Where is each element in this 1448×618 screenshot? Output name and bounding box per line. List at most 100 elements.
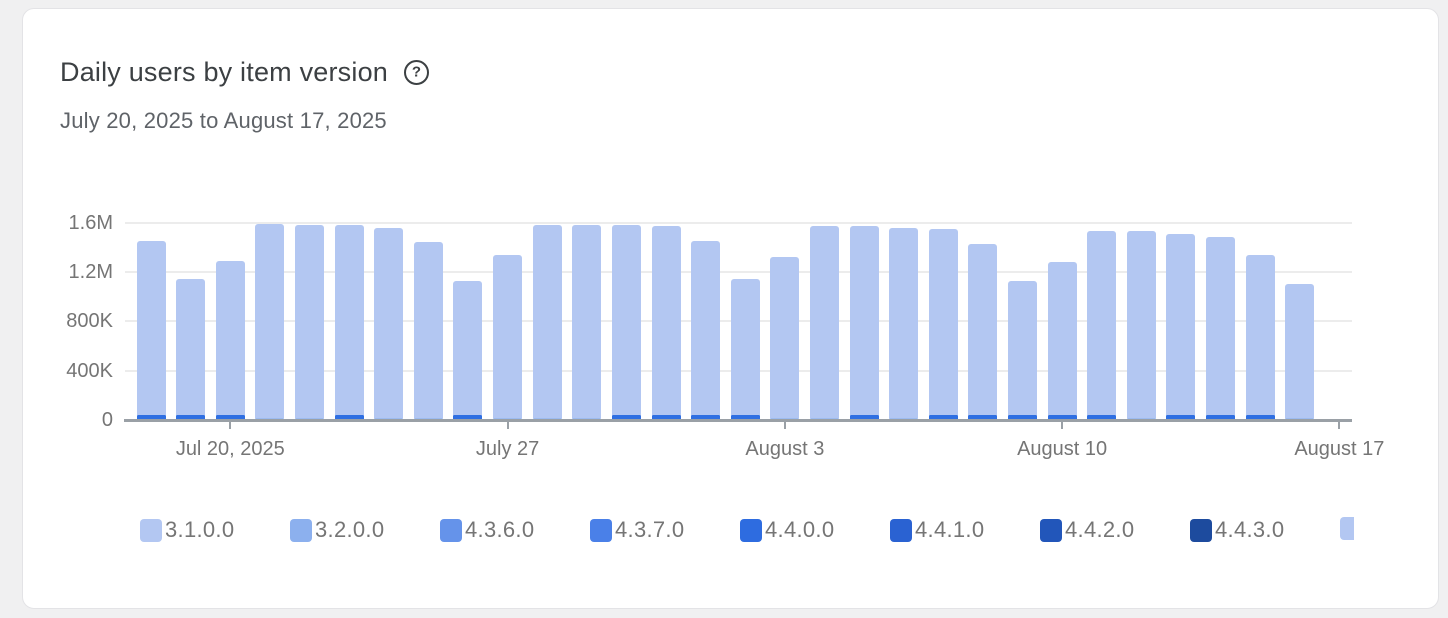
help-icon[interactable]: ? (404, 59, 430, 85)
bar[interactable] (1285, 284, 1315, 418)
legend-item: 4.3.6.0 (440, 517, 534, 543)
bar[interactable] (453, 280, 483, 416)
x-axis-label: July 27 (475, 438, 540, 460)
x-axis-tick (229, 422, 232, 429)
bar[interactable] (1087, 231, 1117, 416)
legend-item: 4.4.2.0 (1040, 517, 1134, 543)
bar-base-segment[interactable] (215, 415, 245, 420)
legend-label: 4.4.3.0 (1215, 517, 1285, 542)
bar[interactable] (215, 260, 245, 416)
bar-base-segment[interactable] (334, 415, 364, 420)
x-axis-tick (1338, 422, 1341, 429)
bar[interactable] (651, 226, 681, 416)
bar-base-segment[interactable] (730, 415, 760, 420)
bar-base-segment[interactable] (255, 417, 285, 420)
bar[interactable] (1245, 254, 1275, 416)
date-range-subtitle: July 20, 2025 to August 17, 2025 (60, 108, 387, 133)
bar[interactable] (1126, 231, 1156, 418)
bar-base-segment[interactable] (532, 417, 562, 420)
bar[interactable] (295, 225, 325, 418)
bar[interactable] (572, 225, 602, 418)
x-axis-label: August 3 (745, 438, 825, 460)
bar-base-segment[interactable] (374, 417, 404, 420)
help-icon-glyph: ? (411, 63, 422, 80)
bar[interactable] (1166, 233, 1196, 416)
bar[interactable] (136, 241, 166, 416)
bar[interactable] (532, 225, 562, 418)
legend-swatch (1190, 518, 1212, 542)
bar[interactable] (809, 225, 839, 418)
y-gridline (125, 271, 1352, 274)
chart-legend: 3.1.0.0 3.2.0.0 4.3.6.0 4.3.7.0 4.4.0.0 4.4.1… (0, 514, 1354, 548)
legend-item (1340, 517, 1354, 540)
x-axis-label: August 10 (1017, 438, 1108, 460)
y-gridline (125, 221, 1352, 224)
bar[interactable] (255, 223, 285, 418)
bar[interactable] (176, 279, 206, 416)
x-axis-line (124, 419, 1352, 422)
bar[interactable] (413, 242, 443, 418)
bar-base-segment[interactable] (651, 415, 681, 420)
page-title: Daily users by item version (60, 57, 389, 87)
bar-base-segment[interactable] (1245, 415, 1275, 420)
bar-base-segment[interactable] (1166, 415, 1196, 420)
legend-label: 4.4.2.0 (1065, 517, 1135, 542)
bar[interactable] (1206, 237, 1236, 416)
legend-label: 4.3.6.0 (465, 517, 535, 542)
bar[interactable] (611, 225, 641, 416)
y-axis-label: 800K (66, 310, 113, 333)
bar-base-segment[interactable] (968, 415, 998, 420)
legend-label: 4.4.0.0 (765, 517, 835, 542)
bar[interactable] (1008, 280, 1038, 416)
legend-label: 3.1.0.0 (165, 517, 235, 542)
x-axis-tick (1061, 422, 1064, 429)
bar-base-segment[interactable] (453, 415, 483, 420)
bar[interactable] (889, 227, 919, 418)
bar-base-segment[interactable] (1087, 415, 1117, 420)
bar-base-segment[interactable] (889, 417, 919, 420)
bar-base-segment[interactable] (770, 417, 800, 420)
bar-base-segment[interactable] (1008, 415, 1038, 420)
bar[interactable] (849, 225, 879, 416)
bar-base-segment[interactable] (691, 415, 721, 420)
bar[interactable] (730, 279, 760, 416)
bar-base-segment[interactable] (136, 415, 166, 420)
bar-base-segment[interactable] (611, 415, 641, 420)
bar[interactable] (968, 243, 998, 416)
bar[interactable] (1047, 262, 1077, 416)
bar-base-segment[interactable] (1206, 415, 1236, 420)
bar[interactable] (770, 257, 800, 418)
legend-swatch (1040, 518, 1062, 542)
bar-base-segment[interactable] (1047, 415, 1077, 420)
legend-swatch (290, 518, 312, 542)
bar[interactable] (334, 225, 364, 416)
bar[interactable] (691, 241, 721, 416)
y-axis-label: 400K (66, 359, 113, 382)
y-axis-label: 0 (101, 409, 113, 431)
bar-base-segment[interactable] (493, 417, 523, 420)
legend-swatch (1340, 517, 1354, 540)
card-header: Daily users by item version ? (60, 55, 430, 89)
legend-item: 3.1.0.0 (140, 517, 234, 543)
bar-base-segment[interactable] (413, 417, 443, 420)
bar-base-segment[interactable] (176, 415, 206, 420)
bar-base-segment[interactable] (849, 415, 879, 420)
legend-item: 4.4.3.0 (1190, 517, 1284, 543)
legend-item: 4.4.1.0 (890, 517, 984, 543)
bar-base-segment[interactable] (928, 415, 958, 420)
bar-base-segment[interactable] (1126, 417, 1156, 420)
bar[interactable] (374, 227, 404, 418)
legend-item: 4.4.0.0 (740, 517, 834, 543)
x-axis-label: August 17 (1294, 438, 1385, 460)
bar-base-segment[interactable] (572, 417, 602, 420)
y-axis-label: 1.2M (68, 261, 113, 284)
bar[interactable] (928, 228, 958, 416)
bar-base-segment[interactable] (809, 417, 839, 420)
bar-base-segment[interactable] (1285, 417, 1315, 420)
bar[interactable] (493, 254, 523, 418)
legend-swatch (590, 518, 612, 542)
y-axis-label: 1.6M (68, 211, 113, 234)
bar-base-segment[interactable] (295, 417, 325, 420)
